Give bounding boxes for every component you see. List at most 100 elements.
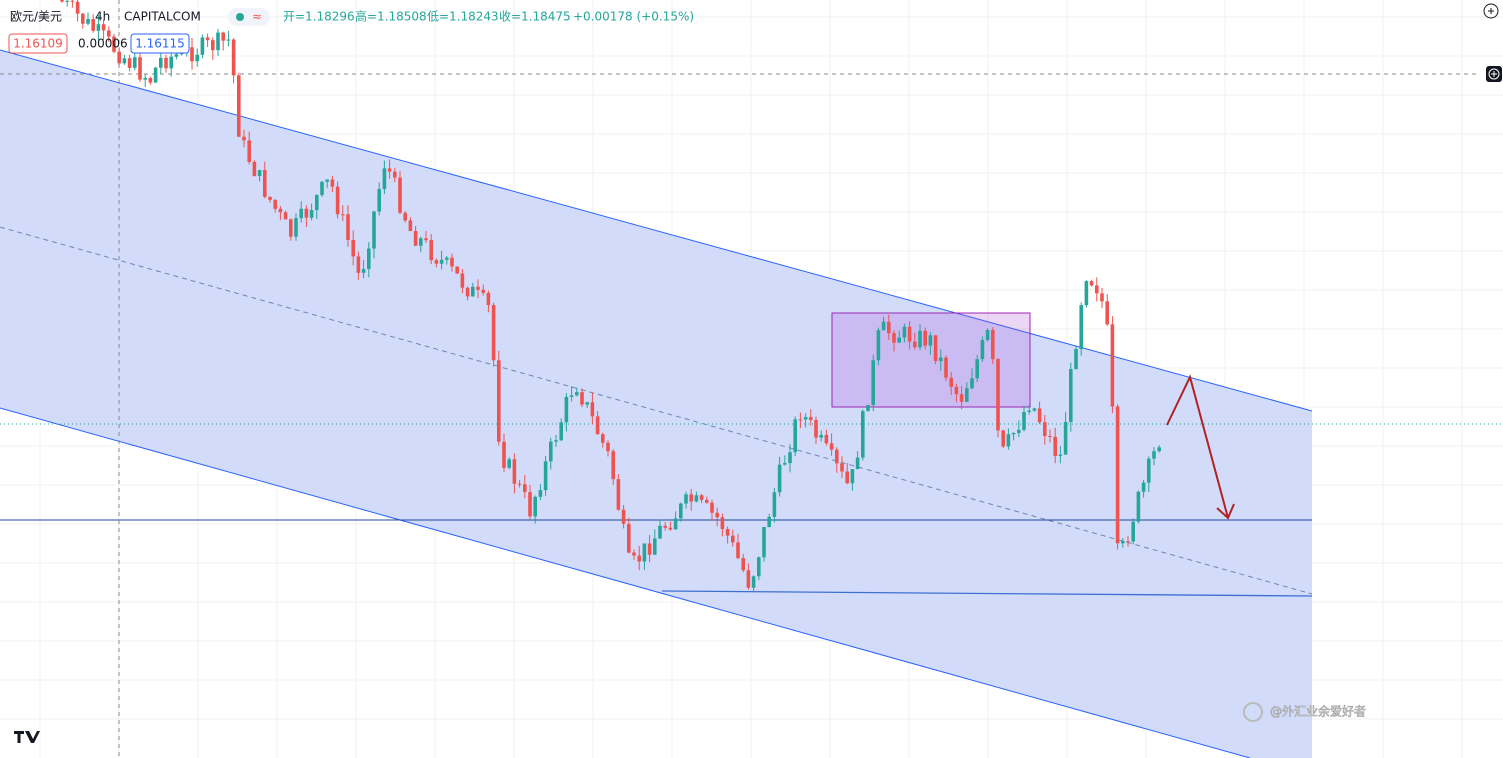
candle-body	[164, 57, 168, 69]
channel-mid	[0, 226, 1313, 595]
candle-body	[1058, 454, 1063, 456]
badge: ≈	[252, 10, 262, 24]
candle-body	[320, 181, 324, 196]
trend-line	[661, 590, 1313, 597]
candle-body	[450, 257, 454, 267]
candle-body	[169, 56, 173, 69]
candle-body	[850, 469, 855, 484]
candle-body	[564, 396, 569, 423]
candle-body	[616, 479, 621, 510]
candle-body	[1095, 285, 1099, 294]
candle-body	[720, 517, 725, 529]
candle-body	[200, 37, 205, 55]
candle-body	[585, 402, 589, 405]
candle-body	[1152, 451, 1156, 459]
candle-body	[829, 443, 834, 450]
candle-body	[174, 54, 179, 57]
candle-body	[907, 326, 912, 342]
candle-body	[367, 248, 371, 270]
candle-body	[65, 0, 69, 2]
candle-body	[871, 360, 875, 405]
channel-fill	[0, 50, 1312, 758]
candle-body	[512, 459, 517, 484]
candle-body	[341, 214, 345, 216]
candle-body	[382, 168, 387, 190]
candle-body	[75, 1, 80, 14]
ask-box[interactable]	[130, 33, 190, 54]
candle-body	[679, 503, 683, 519]
candle-body	[96, 24, 101, 31]
candle-body	[913, 341, 917, 348]
candle-body	[1100, 293, 1104, 302]
candle-body	[991, 329, 995, 360]
candle-body	[1037, 408, 1042, 423]
candle-body	[757, 557, 761, 577]
candle-body	[954, 386, 959, 395]
high: 高=1.18508	[355, 9, 427, 24]
candle-body	[1115, 406, 1120, 544]
candle-body	[715, 512, 719, 518]
candle-body	[970, 378, 974, 389]
candle-body	[439, 259, 444, 264]
candle-body	[1141, 482, 1146, 492]
candle-body	[252, 161, 257, 177]
candle-body	[861, 411, 865, 458]
candle-body	[434, 260, 439, 264]
ask[interactable]: 1.16115	[135, 37, 185, 51]
symbol: 欧元/美元	[10, 10, 62, 24]
candle-body	[658, 525, 662, 539]
candle-body	[361, 269, 366, 273]
candle-body	[939, 357, 943, 362]
add-icon	[1488, 68, 1500, 80]
candle-body	[1048, 435, 1052, 437]
candle-body	[221, 32, 225, 41]
candle-body	[1089, 281, 1094, 286]
candle-body	[621, 509, 626, 524]
candle-body	[731, 535, 735, 543]
candle-body	[902, 326, 907, 338]
candle-body	[725, 528, 730, 536]
low: 低=1.18243	[427, 10, 499, 24]
candle-body	[283, 212, 288, 220]
candle-body	[788, 452, 792, 464]
candle-body	[294, 218, 298, 237]
candle-body	[351, 239, 355, 257]
bid[interactable]: 1.16109	[13, 37, 63, 51]
candle-body	[1110, 324, 1115, 407]
candle-body	[653, 538, 657, 555]
candle-body	[476, 286, 480, 290]
candle-body	[413, 231, 418, 246]
candle-body	[1032, 408, 1037, 411]
candle-body	[507, 459, 511, 468]
candle-body	[590, 402, 595, 417]
candle-body	[502, 441, 506, 468]
candle-body	[1084, 281, 1089, 306]
candle-body	[491, 304, 496, 361]
candle-body	[569, 395, 574, 397]
candle-body	[445, 257, 449, 260]
candle-body	[1063, 421, 1068, 455]
candle-body	[627, 523, 631, 553]
candle-body	[398, 177, 402, 213]
candle-body	[637, 555, 641, 562]
corner-icon[interactable]	[1483, 3, 1499, 19]
candle-body	[793, 419, 797, 453]
candle-body	[1105, 301, 1109, 325]
bid-box[interactable]	[8, 33, 68, 54]
candle-body	[523, 484, 527, 493]
candle-body	[601, 434, 605, 443]
candle-body	[309, 210, 314, 218]
candle-body	[211, 40, 215, 51]
candle-body	[60, 0, 64, 2]
watermark-icon	[1243, 702, 1263, 722]
channel-lower	[0, 407, 1251, 758]
candle-body	[273, 199, 277, 209]
candle-body	[803, 417, 808, 420]
watermark: @外汇业余爱好者	[1270, 704, 1366, 719]
candle-body	[777, 464, 782, 493]
candle-body	[226, 39, 231, 41]
close: 收=1.18475	[499, 10, 571, 24]
candle-body	[190, 47, 194, 62]
candle-body	[1001, 430, 1005, 447]
